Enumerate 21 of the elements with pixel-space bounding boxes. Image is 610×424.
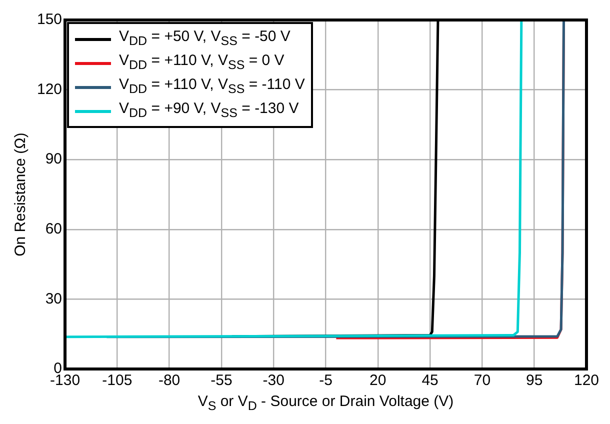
x-axis-title: V$_{S}$ or V$_{D}$ - Source or Drain Voltage (V) (196, 393, 455, 413)
x-tick-label: -5 (319, 372, 332, 390)
legend-label: V$_{DD}$ = +110 V, V$_{SS}$ = -110 V (119, 75, 305, 98)
legend-label: V$_{DD}$ = +110 V, V$_{SS}$ = 0 V (119, 51, 284, 74)
x-tick-label: -55 (210, 372, 232, 390)
legend-label: V$_{DD}$ = +50 V, V$_{SS}$ = -50 V (119, 27, 290, 50)
legend-label: V$_{DD}$ = +90 V, V$_{SS}$ = -130 V (119, 99, 299, 122)
y-tick-label: 90 (45, 150, 62, 168)
x-tick-label: 45 (422, 372, 438, 390)
x-tick-label: -30 (262, 372, 284, 390)
x-tick-label: 95 (526, 372, 543, 390)
x-tick-label: -80 (158, 372, 180, 390)
y-tick-label: 30 (45, 290, 62, 308)
y-axis-title: On Resistance (Ω) (12, 132, 30, 256)
y-tick-label: 120 (36, 80, 62, 98)
x-tick-label: -105 (102, 372, 132, 390)
y-tick-label: 60 (45, 220, 62, 238)
x-tick-label: 70 (474, 372, 491, 390)
x-tick-label: 20 (370, 372, 386, 390)
x-tick-label: 120 (574, 372, 599, 390)
y-tick-label: 150 (36, 11, 62, 28)
